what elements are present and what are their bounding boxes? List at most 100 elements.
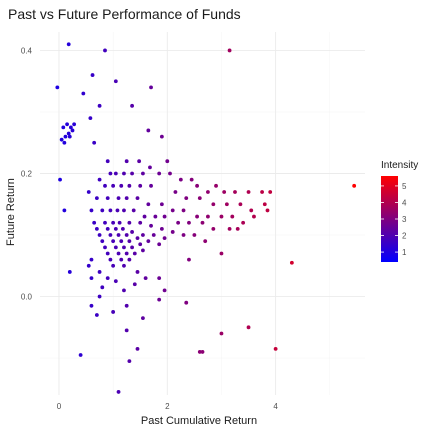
data-point: [135, 270, 140, 274]
legend-tick-label: 4: [402, 198, 407, 207]
data-point: [67, 270, 72, 274]
data-point: [165, 159, 170, 164]
data-point: [143, 276, 148, 281]
data-point: [61, 125, 66, 130]
data-point: [55, 85, 60, 90]
data-point: [105, 159, 110, 164]
data-point: [146, 128, 151, 133]
data-point: [66, 131, 71, 136]
data-point: [100, 285, 105, 290]
data-point: [200, 350, 205, 354]
data-point: [135, 196, 140, 201]
data-point: [100, 239, 105, 244]
data-point: [116, 196, 121, 201]
data-point: [120, 226, 125, 231]
data-point: [130, 103, 134, 108]
data-point: [111, 239, 116, 244]
chart-title: Past vs Future Performance of Funds: [8, 6, 241, 22]
data-point: [206, 214, 210, 219]
data-point: [214, 183, 218, 188]
data-point: [235, 226, 240, 231]
data-point: [159, 134, 164, 139]
data-point: [62, 140, 67, 145]
data-point: [219, 331, 224, 336]
data-point: [122, 263, 126, 268]
data-point: [58, 177, 62, 182]
data-point: [94, 313, 99, 317]
data-point: [141, 171, 145, 176]
data-point: [159, 226, 164, 231]
data-point: [246, 190, 251, 194]
grid: [40, 32, 365, 395]
data-point: [105, 196, 110, 201]
data-point: [103, 220, 107, 225]
data-point: [81, 91, 86, 96]
data-point: [97, 103, 102, 108]
data-point: [273, 346, 278, 351]
data-point: [124, 328, 129, 333]
data-point: [211, 202, 216, 207]
data-point: [111, 263, 116, 268]
data-point: [105, 276, 110, 281]
data-points: [55, 42, 357, 394]
data-point: [141, 316, 145, 320]
data-point: [265, 208, 270, 213]
data-point: [181, 208, 186, 213]
data-point: [131, 208, 136, 213]
data-point: [176, 220, 181, 225]
data-point: [157, 171, 162, 176]
data-point: [162, 236, 167, 241]
data-point: [132, 282, 137, 287]
data-point: [124, 159, 129, 164]
data-point: [178, 177, 183, 182]
data-point: [238, 202, 243, 207]
data-point: [233, 190, 237, 194]
data-point: [149, 223, 153, 228]
data-point: [127, 257, 132, 262]
data-point: [173, 190, 178, 194]
legend-title: Intensity: [381, 160, 418, 171]
y-tick-label: 0.2: [21, 170, 33, 179]
data-point: [146, 239, 151, 244]
x-tick-label: 4: [273, 402, 278, 411]
data-point: [197, 350, 202, 354]
data-point: [122, 245, 126, 250]
x-tick-label: 2: [165, 402, 170, 411]
data-point: [68, 125, 73, 130]
data-point: [187, 220, 191, 225]
data-point: [141, 248, 145, 253]
data-point: [197, 196, 202, 201]
x-tick-label: 0: [57, 402, 62, 411]
data-point: [206, 190, 210, 194]
data-point: [89, 208, 94, 213]
data-point: [157, 276, 162, 281]
data-point: [132, 251, 137, 256]
y-tick-label: 0.0: [21, 293, 33, 302]
data-point: [119, 257, 124, 262]
data-point: [116, 251, 121, 256]
data-point: [70, 128, 75, 133]
data-point: [149, 183, 153, 188]
y-tick-label: 0.4: [21, 46, 33, 55]
data-point: [122, 171, 126, 176]
data-point: [241, 220, 246, 225]
data-point: [103, 183, 107, 188]
data-point: [138, 183, 143, 188]
data-point: [88, 116, 93, 121]
data-point: [138, 220, 143, 225]
data-point: [184, 196, 189, 201]
data-point: [122, 288, 126, 293]
data-point: [187, 257, 191, 262]
data-point: [222, 190, 227, 194]
data-point: [141, 233, 145, 237]
data-point: [162, 214, 167, 219]
data-point: [137, 159, 142, 164]
data-point: [252, 214, 256, 219]
x-axis-ticks: 0 2 4: [57, 402, 279, 411]
data-point: [115, 208, 120, 213]
data-point: [92, 220, 97, 225]
data-point: [130, 171, 134, 176]
data-point: [62, 208, 67, 213]
data-point: [127, 183, 132, 188]
